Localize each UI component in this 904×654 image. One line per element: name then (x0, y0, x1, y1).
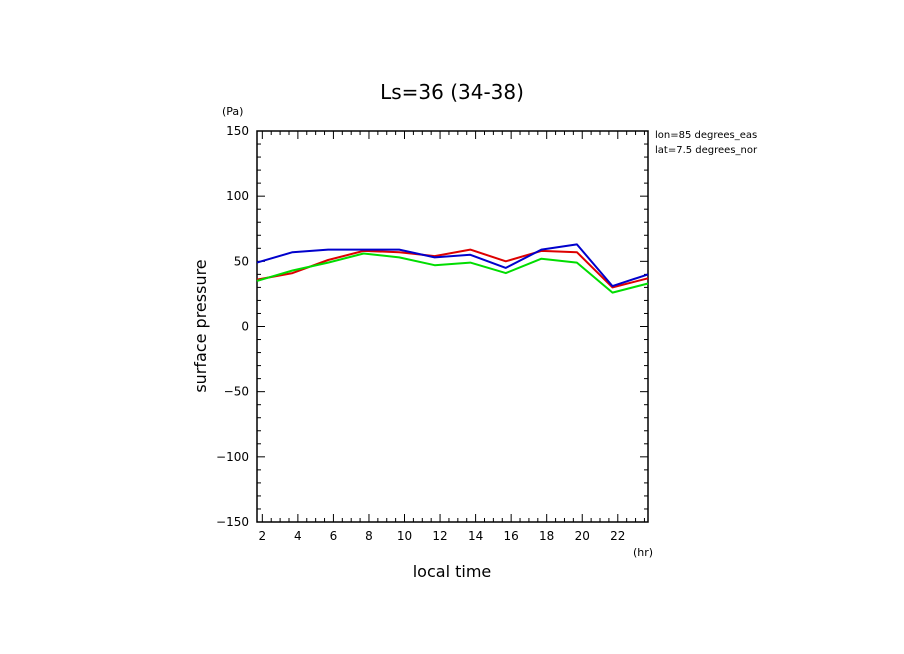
y-tick-label: −50 (224, 385, 249, 399)
y-tick-label: −150 (216, 515, 249, 529)
chart-title: Ls=36 (34-38) (380, 80, 524, 104)
series-line-3 (256, 252, 649, 294)
tick-labels: −150 −100 −50 0 50 100 150 2 4 6 8 10 12 14 16 18 20 22 (216, 124, 625, 543)
y-unit-label: (Pa) (222, 105, 243, 118)
annotation-lat: lat=7.5 degrees_nor (655, 145, 758, 156)
series-line-2 (256, 243, 649, 288)
series-lines (256, 243, 649, 294)
x-unit-label: (hr) (633, 546, 653, 559)
annotation-lon: lon=85 degrees_eas (655, 130, 757, 141)
x-tick-label: 22 (610, 529, 625, 543)
x-tick-label: 18 (539, 529, 554, 543)
x-tick-label: 14 (468, 529, 483, 543)
y-tick-label: 50 (234, 254, 249, 268)
x-tick-label: 4 (294, 529, 302, 543)
x-tick-label: 8 (365, 529, 373, 543)
y-tick-label: −100 (216, 450, 249, 464)
x-tick-label: 20 (575, 529, 590, 543)
series-line-1 (256, 248, 649, 289)
y-axis-label: surface pressure (191, 259, 210, 392)
plot-frame (256, 130, 649, 523)
x-tick-label: 2 (259, 529, 267, 543)
y-tick-label: 0 (241, 320, 249, 334)
axis-ticks (257, 130, 648, 523)
x-axis-label: local time (413, 562, 492, 581)
y-tick-label: 100 (226, 189, 249, 203)
x-tick-label: 12 (432, 529, 447, 543)
x-tick-label: 10 (397, 529, 412, 543)
x-tick-label: 6 (330, 529, 338, 543)
y-tick-label: 150 (226, 124, 249, 138)
x-tick-label: 16 (504, 529, 519, 543)
